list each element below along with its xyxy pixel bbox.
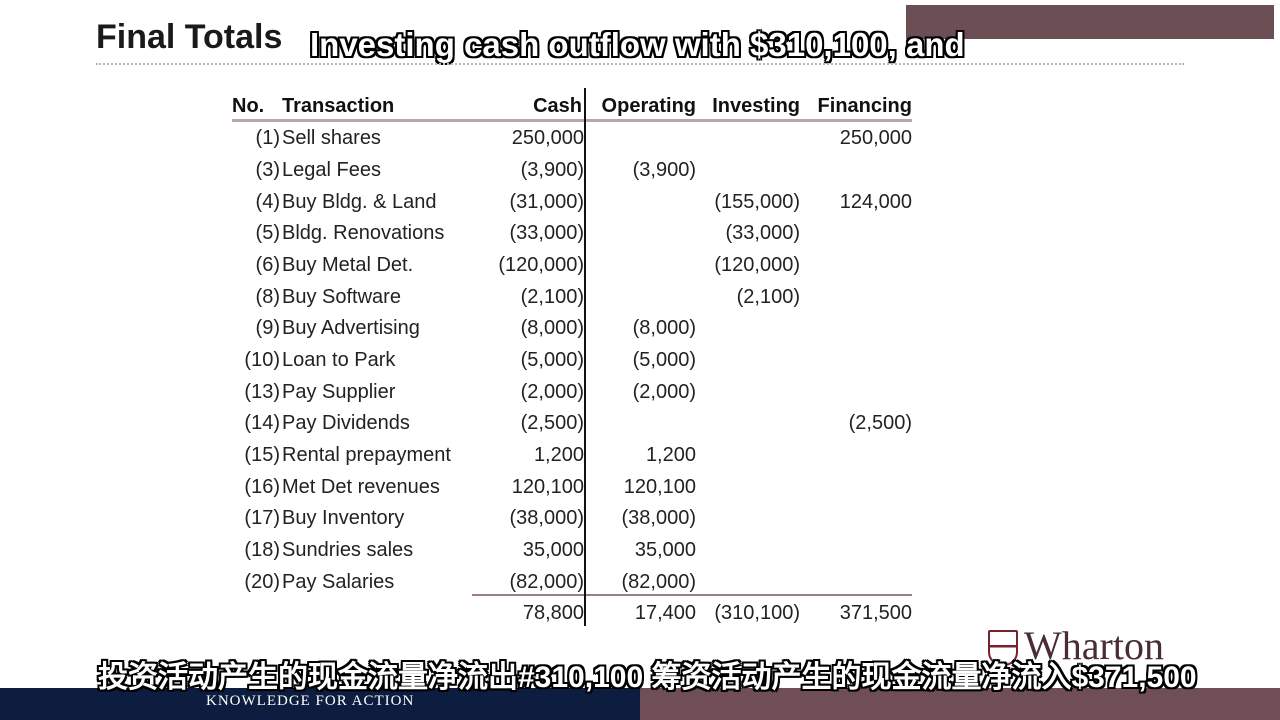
row-transaction: Buy Bldg. & Land	[282, 191, 437, 213]
row-cash: (2,100)	[520, 286, 584, 308]
row-operating: (5,000)	[632, 349, 696, 371]
row-no: (5)	[255, 222, 280, 244]
slide-title: Final Totals	[96, 18, 283, 56]
row-transaction: Met Det revenues	[282, 476, 440, 498]
row-cash: (2,500)	[520, 412, 584, 434]
row-operating: 1,200	[645, 444, 696, 466]
header-underline	[232, 119, 912, 122]
row-no: (10)	[244, 349, 280, 371]
row-cash: (3,900)	[520, 159, 584, 181]
title-divider	[96, 63, 1184, 65]
total-investing: (310,100)	[714, 602, 800, 624]
row-operating: 120,100	[623, 476, 696, 498]
row-no: (17)	[244, 507, 280, 529]
row-operating: (2,000)	[632, 381, 696, 403]
header-no: No.	[232, 95, 265, 117]
row-transaction: Pay Supplier	[282, 381, 396, 403]
total-operating: 17,400	[634, 602, 696, 624]
row-cash: (31,000)	[509, 191, 585, 213]
footer-navy-band	[0, 688, 640, 720]
total-financing: 371,500	[839, 602, 912, 624]
totals-rule	[472, 594, 912, 596]
row-financing: (2,500)	[848, 412, 912, 434]
row-no: (14)	[244, 412, 280, 434]
header-operating: Operating	[601, 95, 696, 117]
row-financing: 124,000	[839, 191, 912, 213]
row-cash: (5,000)	[520, 349, 584, 371]
row-transaction: Sundries sales	[282, 539, 414, 561]
logo-wordmark: Wharton	[1024, 623, 1164, 668]
wharton-logo: Wharton	[988, 623, 1188, 672]
row-no: (9)	[255, 317, 280, 339]
row-no: (1)	[255, 127, 280, 149]
row-operating: 35,000	[634, 539, 696, 561]
row-operating: (82,000)	[621, 571, 697, 593]
row-transaction: Buy Advertising	[282, 317, 420, 339]
row-transaction: Buy Software	[282, 286, 401, 308]
footer-tagline: KNOWLEDGE FOR ACTION	[206, 693, 415, 709]
header-investing: Investing	[712, 95, 800, 117]
row-cash: 120,100	[511, 476, 584, 498]
row-transaction: Loan to Park	[282, 349, 396, 371]
total-cash: 78,800	[522, 602, 584, 624]
row-cash: 35,000	[522, 539, 584, 561]
row-cash: (2,000)	[520, 381, 584, 403]
cash-column-divider	[584, 88, 586, 626]
english-subtitle: Investing cash outflow with $310,100, an…	[310, 26, 965, 63]
row-transaction: Pay Salaries	[282, 571, 395, 593]
row-transaction: Legal Fees	[282, 159, 381, 181]
row-investing: (120,000)	[714, 254, 800, 276]
row-no: (3)	[255, 159, 280, 181]
row-no: (20)	[244, 571, 280, 593]
row-operating: (8,000)	[632, 317, 696, 339]
row-cash: (33,000)	[509, 222, 585, 244]
row-operating: (3,900)	[632, 159, 696, 181]
footer-maroon-band	[640, 688, 1280, 720]
row-cash: (38,000)	[509, 507, 585, 529]
row-transaction: Pay Dividends	[282, 412, 410, 434]
row-no: (6)	[255, 254, 280, 276]
row-investing: (33,000)	[725, 222, 801, 244]
row-no: (15)	[244, 444, 280, 466]
shield-icon	[988, 630, 1018, 666]
row-investing: (2,100)	[736, 286, 800, 308]
row-transaction: Buy Metal Det.	[282, 254, 414, 276]
row-cash: 250,000	[511, 127, 584, 149]
row-operating: (38,000)	[621, 507, 697, 529]
row-transaction: Buy Inventory	[282, 507, 405, 529]
row-no: (13)	[244, 381, 280, 403]
row-transaction: Sell shares	[282, 127, 381, 149]
row-transaction: Rental prepayment	[282, 444, 451, 466]
row-no: (16)	[244, 476, 280, 498]
row-investing: (155,000)	[714, 191, 800, 213]
header-cash: Cash	[533, 95, 582, 117]
row-financing: 250,000	[839, 127, 912, 149]
row-cash: (120,000)	[498, 254, 584, 276]
row-no: (4)	[255, 191, 280, 213]
chinese-subtitle: 投资活动产生的现金流量净流出#310,100 筹资活动产生的现金流量净流入$37…	[98, 661, 1197, 694]
row-no: (18)	[244, 539, 280, 561]
row-cash: (8,000)	[520, 317, 584, 339]
top-right-band	[906, 5, 1274, 39]
header-financing: Financing	[817, 95, 912, 117]
header-transaction: Transaction	[282, 95, 395, 117]
row-no: (8)	[255, 286, 280, 308]
row-cash: (82,000)	[509, 571, 585, 593]
row-cash: 1,200	[533, 444, 584, 466]
row-transaction: Bldg. Renovations	[282, 222, 445, 244]
